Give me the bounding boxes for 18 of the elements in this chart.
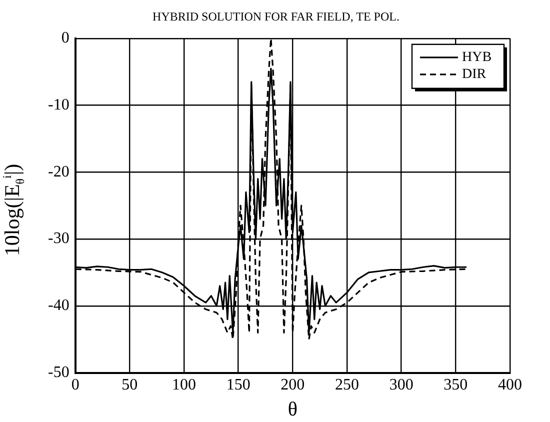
- y-tick-label: -40: [48, 297, 70, 314]
- x-tick-label: 150: [226, 376, 250, 394]
- y-tick-label: -50: [48, 364, 70, 382]
- y-tick-label: -30: [48, 230, 70, 248]
- y-tick-label: -20: [48, 163, 70, 180]
- x-tick-label: 250: [335, 376, 359, 394]
- y-tick-label: -10: [48, 96, 70, 114]
- legend-label: DIR: [462, 67, 487, 82]
- x-axis-title: θ: [288, 398, 298, 420]
- y-tick-label: 0: [61, 30, 70, 47]
- x-tick-label: 50: [122, 376, 138, 394]
- x-tick-label: 300: [389, 376, 414, 394]
- x-tick-label: 350: [444, 376, 468, 394]
- x-tick-label: 200: [280, 376, 305, 394]
- x-tick-label: 400: [498, 376, 522, 394]
- chart-title: HYBRID SOLUTION FOR FAR FIELD, TE POL.: [152, 9, 400, 24]
- x-tick-label: 100: [172, 376, 196, 394]
- legend-label: HYB: [462, 50, 492, 66]
